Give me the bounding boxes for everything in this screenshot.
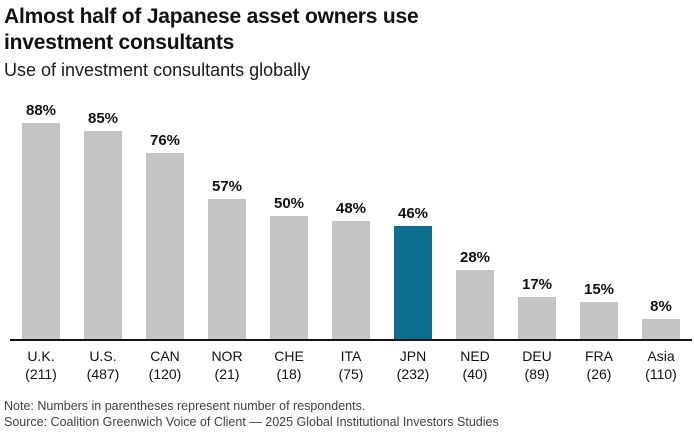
chart-title: Almost half of Japanese asset owners use… [4,4,694,56]
bar-value-label: 46% [397,205,429,222]
bar-column-deu: 17% [506,89,568,339]
source-text: Source: Coalition Greenwich Voice of Cli… [4,415,499,429]
bar [518,297,556,339]
tick-category-name: CHE [274,348,304,364]
tick-category-name: CAN [150,348,180,364]
tick-respondent-count: (40) [462,366,488,382]
x-axis-tick-labels: U.K. (211) U.S. (487) CAN (120) NOR (21) CHE (18)… [10,341,692,383]
chart-subtitle: Use of investment consultants globally [4,60,311,80]
x-axis-tick-label: Asia (110) [630,347,692,383]
bar [84,131,122,339]
bar-value-label: 88% [25,102,57,119]
bar [270,216,308,339]
x-axis-tick-label: ITA (75) [320,347,382,383]
bar-column-jpn: 46% [382,89,444,339]
tick-respondent-count: (487) [86,366,120,382]
bar-value-label: 76% [149,132,181,149]
chart-header: Almost half of Japanese asset owners use… [4,4,694,81]
tick-respondent-count: (26) [586,366,612,382]
bar-column-uk: 88% [10,89,72,339]
tick-respondent-count: (120) [148,366,182,382]
bar-chart: 88% 85% 76% 57% 50% 48% 46% 28% 17% 15% 8% U.K. (21… [10,89,692,383]
bar-value-label: 85% [87,110,119,127]
x-axis-tick-label: NOR (21) [196,347,258,383]
tick-category-name: NOR [211,348,243,364]
x-axis-tick-label: FRA (26) [568,347,630,383]
tick-respondent-count: (110) [645,366,677,382]
x-axis-tick-label: U.S. (487) [72,347,134,383]
chart-title-line2: investment consultants [4,31,235,54]
chart-title-line1: Almost half of Japanese asset owners use [4,5,419,28]
bar [332,221,370,339]
bar-column-che: 50% [258,89,320,339]
note-text: Note: Numbers in parentheses represent n… [4,399,366,413]
tick-respondent-count: (89) [524,366,550,382]
tick-category-name: NED [460,348,490,364]
tick-category-name: DEU [522,348,552,364]
bar-column-asia: 8% [630,89,692,339]
bar-column-nor: 57% [196,89,258,339]
bar [456,270,494,339]
x-axis-tick-label: NED (40) [444,347,506,383]
tick-respondent-count: (21) [214,366,240,382]
tick-category-name: U.K. [27,348,55,364]
bar-value-label: 48% [335,200,367,217]
bar-column-ned: 28% [444,89,506,339]
x-axis-tick-label: U.K. (211) [10,347,72,383]
bar [642,319,680,339]
tick-respondent-count: (18) [276,366,302,382]
x-axis-tick-label: CHE (18) [258,347,320,383]
bar-column-us: 85% [72,89,134,339]
x-axis-tick-label: CAN (120) [134,347,196,383]
bar-value-label: 8% [650,298,672,315]
x-axis-tick-label: DEU (89) [506,347,568,383]
bar-column-ita: 48% [320,89,382,339]
bar-column-fra: 15% [568,89,630,339]
x-axis-tick-label: JPN (232) [382,347,444,383]
tick-respondent-count: (75) [338,366,364,382]
tick-category-name: ITA [340,348,362,364]
chart-footer: Note: Numbers in parentheses represent n… [4,398,694,430]
bar-value-label: 50% [273,195,305,212]
bar [146,153,184,339]
bar [208,199,246,339]
bar-value-label: 15% [583,281,615,298]
bar-value-label: 17% [521,276,553,293]
tick-category-name: JPN [399,348,427,364]
bar-highlighted [394,226,432,339]
tick-category-name: FRA [585,348,613,364]
bar-chart-plot-area: 88% 85% 76% 57% 50% 48% 46% 28% 17% 15% 8% [10,89,692,341]
tick-respondent-count: (232) [396,366,430,382]
bar-value-label: 57% [211,178,243,195]
tick-respondent-count: (211) [25,366,57,382]
tick-category-name: Asia [647,348,675,364]
bar [580,302,618,339]
bar-value-label: 28% [459,249,491,266]
bar-column-can: 76% [134,89,196,339]
tick-category-name: U.S. [89,348,117,364]
bar [22,123,60,339]
